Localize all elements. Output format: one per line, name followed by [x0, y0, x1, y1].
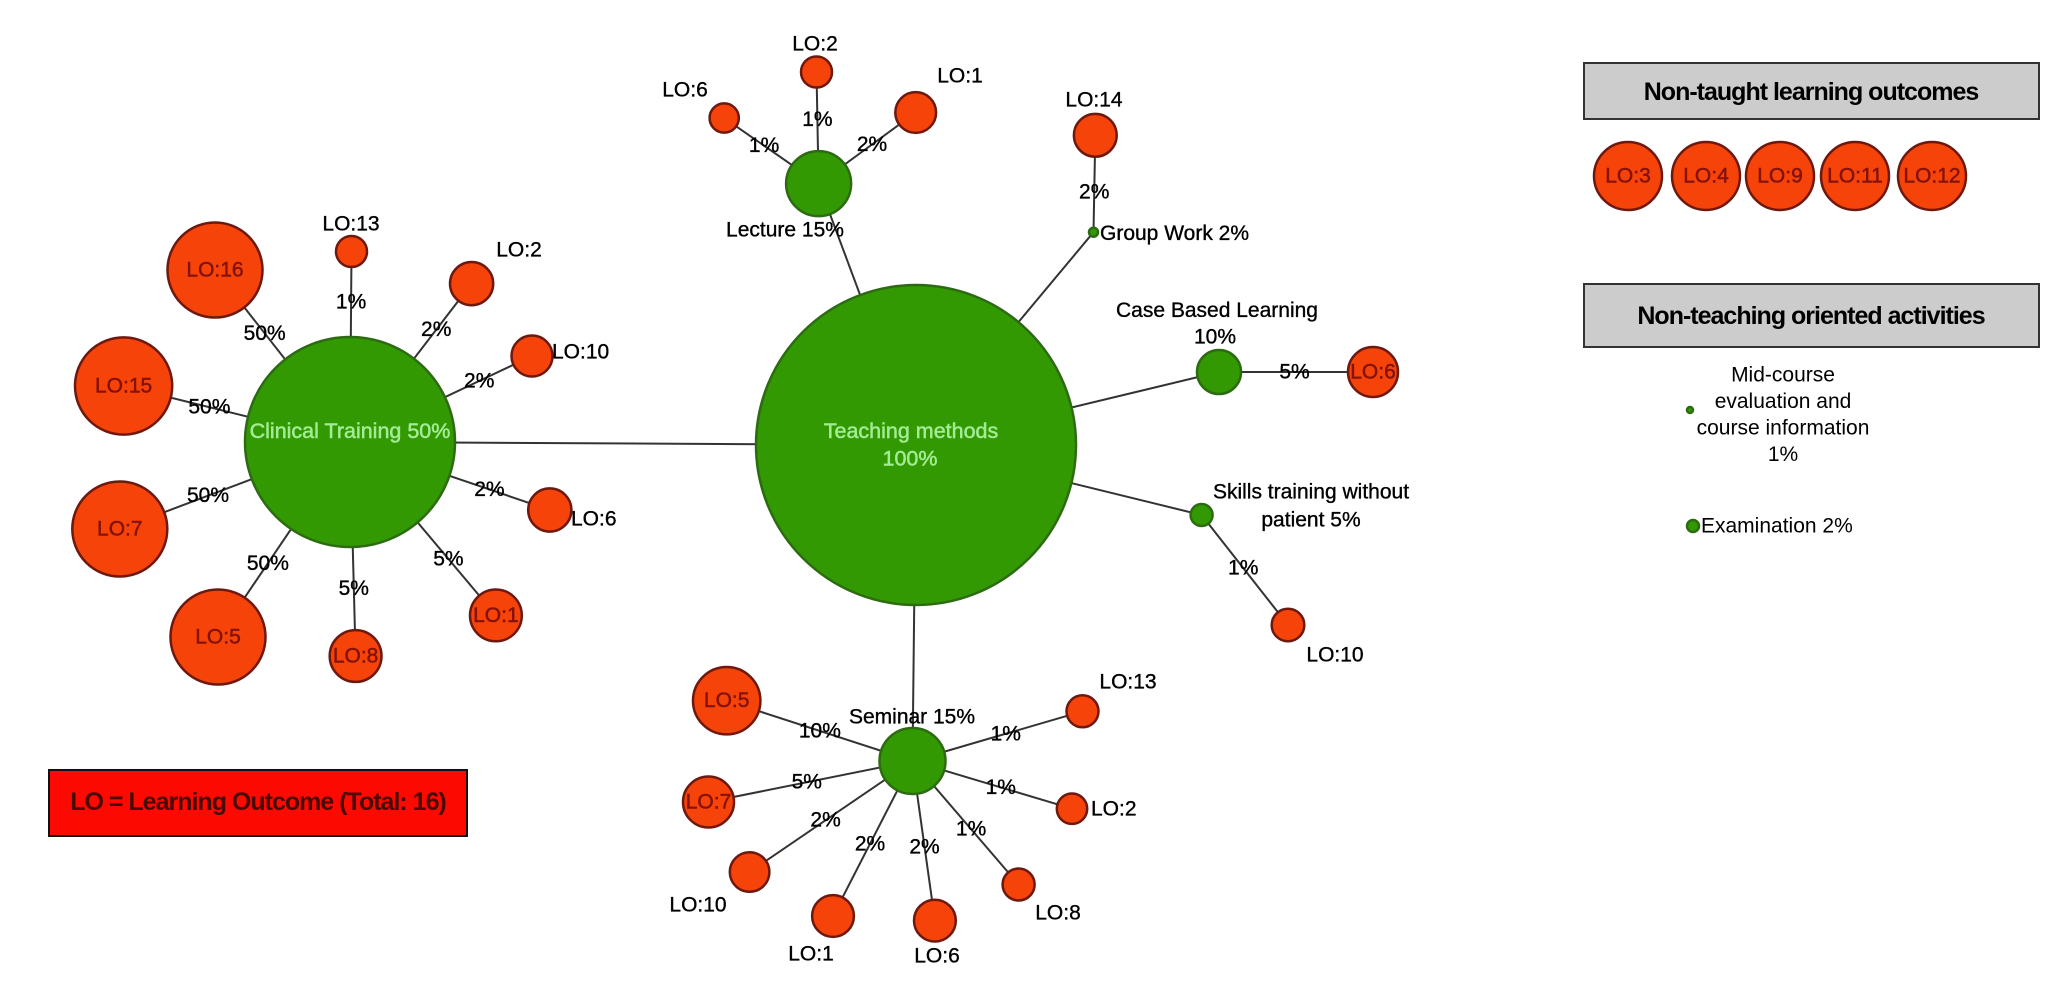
svg-text:LO:2: LO:2 — [1091, 798, 1137, 821]
svg-text:5%: 5% — [1279, 361, 1309, 384]
svg-text:LO:13: LO:13 — [322, 213, 379, 236]
svg-text:LO:12: LO:12 — [1903, 165, 1960, 188]
svg-text:LO:6: LO:6 — [571, 508, 617, 531]
svg-text:LO:13: LO:13 — [1099, 671, 1156, 694]
svg-text:LO:15: LO:15 — [95, 375, 152, 398]
svg-text:LO:8: LO:8 — [1035, 902, 1081, 925]
svg-text:1%: 1% — [1768, 443, 1798, 466]
svg-text:LO:5: LO:5 — [195, 626, 241, 649]
svg-text:course information: course information — [1697, 417, 1870, 440]
svg-text:Group Work 2%: Group Work 2% — [1100, 222, 1249, 245]
svg-text:LO:4: LO:4 — [1683, 165, 1729, 188]
svg-text:5%: 5% — [433, 548, 463, 571]
svg-text:1%: 1% — [749, 134, 779, 157]
svg-text:2%: 2% — [1079, 181, 1109, 204]
svg-text:Non-taught learning outcomes: Non-taught learning outcomes — [1644, 78, 1979, 106]
svg-text:LO:1: LO:1 — [788, 943, 834, 966]
svg-text:1%: 1% — [1228, 556, 1258, 579]
svg-text:Examination 2%: Examination 2% — [1701, 515, 1853, 538]
svg-text:Mid-course: Mid-course — [1731, 364, 1835, 387]
svg-text:50%: 50% — [187, 484, 229, 507]
svg-text:100%: 100% — [883, 447, 938, 471]
svg-text:Teaching methods: Teaching methods — [824, 419, 999, 443]
svg-text:LO:6: LO:6 — [662, 79, 708, 102]
svg-text:LO:1: LO:1 — [473, 604, 519, 627]
svg-text:2%: 2% — [857, 133, 887, 156]
svg-text:LO:2: LO:2 — [496, 239, 542, 262]
svg-text:2%: 2% — [810, 809, 840, 832]
svg-text:LO:11: LO:11 — [1827, 165, 1883, 188]
svg-text:5%: 5% — [339, 577, 369, 600]
svg-text:50%: 50% — [188, 396, 230, 419]
svg-text:LO:7: LO:7 — [686, 791, 732, 814]
svg-text:LO:2: LO:2 — [792, 33, 838, 56]
svg-text:1%: 1% — [986, 776, 1016, 799]
svg-text:1%: 1% — [991, 722, 1021, 745]
svg-text:LO:10: LO:10 — [1306, 644, 1363, 667]
svg-text:Lecture 15%: Lecture 15% — [726, 219, 844, 242]
svg-text:LO:6: LO:6 — [914, 945, 960, 968]
svg-text:LO:3: LO:3 — [1605, 165, 1651, 188]
svg-text:50%: 50% — [244, 322, 286, 345]
svg-text:2%: 2% — [464, 369, 494, 392]
svg-text:10%: 10% — [799, 720, 841, 743]
svg-text:Non-teaching oriented activiti: Non-teaching oriented activities — [1637, 302, 1984, 330]
svg-text:patient 5%: patient 5% — [1261, 509, 1360, 532]
svg-text:LO:9: LO:9 — [1757, 165, 1803, 188]
svg-text:2%: 2% — [474, 478, 504, 501]
svg-text:LO:10: LO:10 — [552, 341, 609, 364]
svg-text:2%: 2% — [909, 835, 939, 858]
svg-text:LO:16: LO:16 — [186, 259, 243, 282]
svg-text:1%: 1% — [956, 818, 986, 841]
svg-text:10%: 10% — [1194, 326, 1236, 349]
svg-text:2%: 2% — [421, 318, 451, 341]
svg-text:1%: 1% — [336, 291, 366, 314]
svg-text:1%: 1% — [802, 108, 832, 131]
svg-text:Clinical Training 50%: Clinical Training 50% — [250, 419, 451, 443]
svg-text:LO:10: LO:10 — [669, 894, 726, 917]
svg-text:Skills training without: Skills training without — [1213, 481, 1409, 504]
svg-text:5%: 5% — [792, 771, 822, 794]
svg-text:LO:7: LO:7 — [97, 518, 143, 541]
svg-text:50%: 50% — [247, 552, 289, 575]
svg-text:evaluation and: evaluation and — [1715, 390, 1852, 413]
svg-text:Case Based Learning: Case Based Learning — [1116, 299, 1318, 322]
svg-text:Seminar 15%: Seminar 15% — [849, 706, 975, 729]
svg-text:LO:14: LO:14 — [1065, 89, 1123, 112]
svg-text:LO:6: LO:6 — [1350, 361, 1396, 384]
svg-text:LO:5: LO:5 — [704, 689, 750, 712]
svg-text:2%: 2% — [855, 832, 885, 855]
svg-text:LO = Learning Outcome (Total:: LO = Learning Outcome (Total: 16) — [70, 788, 446, 816]
svg-text:LO:8: LO:8 — [333, 645, 379, 668]
svg-text:LO:1: LO:1 — [937, 65, 983, 88]
